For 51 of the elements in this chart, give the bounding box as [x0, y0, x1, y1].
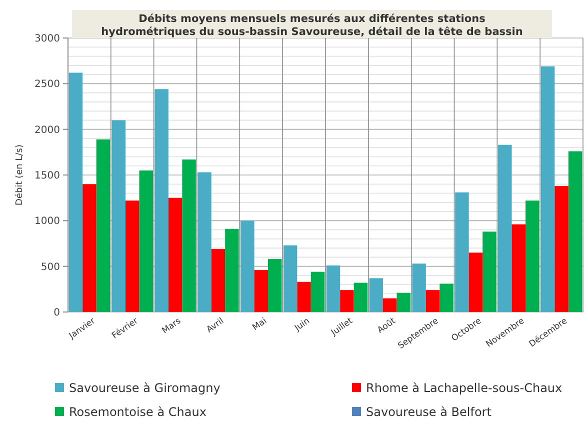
bar: [482, 232, 496, 312]
bar: [340, 290, 354, 312]
x-tick-label: Juin: [292, 316, 312, 334]
bar: [225, 228, 239, 312]
bar: [297, 282, 311, 312]
bar: [369, 278, 384, 312]
y-tick-label: 0: [54, 308, 60, 318]
bar: [568, 151, 582, 312]
bar: [354, 282, 368, 312]
bar: [96, 139, 110, 312]
bar: [168, 198, 182, 312]
legend-label: Savoureuse à Belfort: [366, 405, 492, 420]
bar: [112, 120, 126, 312]
bar: [326, 265, 340, 312]
bar: [283, 245, 298, 312]
bar: [310, 272, 325, 312]
bar: [268, 259, 282, 312]
bar: [540, 66, 555, 312]
x-tick-label: Mai: [250, 316, 269, 334]
bar: [82, 184, 96, 312]
bar: [455, 192, 469, 312]
bar: [182, 159, 196, 312]
bar: [440, 284, 454, 312]
chart-title: Débits moyens mensuels mesurés aux différentes stations hydrométriques du sous-bassin Savoureuse, détail de la tête de bassin: [101, 13, 523, 38]
legend-label: Savoureuse à Giromagny: [69, 381, 220, 396]
y-tick-label: 2000: [34, 124, 60, 136]
y-axis-title: Débit (en L/s): [14, 144, 25, 206]
bar: [154, 89, 168, 312]
y-tick-label: 2500: [34, 79, 60, 90]
bar: [396, 292, 410, 312]
legend-label: Rhome à Lachapelle-sous-Chaux: [366, 381, 562, 396]
bar: [240, 220, 254, 312]
y-tick-label: 500: [40, 262, 60, 273]
bar: [126, 200, 140, 312]
bar: [139, 170, 153, 312]
bar: [468, 252, 483, 312]
bar: [412, 264, 426, 312]
bar: [198, 172, 212, 312]
bar: [525, 200, 540, 312]
bar: [426, 290, 440, 312]
bar: [498, 144, 512, 312]
bar: [554, 186, 568, 312]
bar: [211, 248, 226, 312]
y-tick-label: 3000: [34, 34, 60, 44]
bar: [383, 298, 397, 312]
y-tick-label: 1000: [34, 216, 60, 228]
legend-label: Rosemontoise à Chaux: [69, 405, 206, 420]
bar: [68, 72, 83, 312]
bar: [512, 224, 526, 312]
bar: [254, 270, 268, 312]
y-tick-label: 1500: [34, 170, 60, 182]
